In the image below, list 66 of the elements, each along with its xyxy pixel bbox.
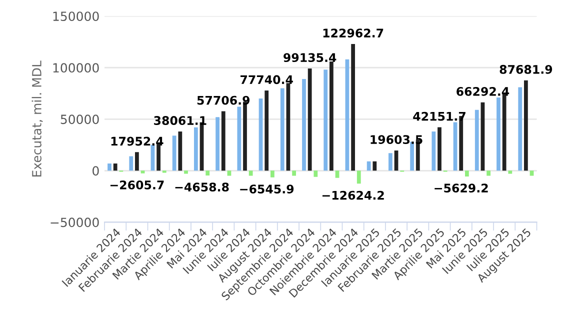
data-label: 42151.7 (413, 112, 466, 121)
bar (302, 78, 306, 171)
bar (345, 59, 350, 171)
bar (113, 163, 118, 171)
bar (324, 70, 328, 171)
y-tick-label: 50000 (60, 114, 99, 124)
bar (465, 170, 469, 176)
data-label: −5629.2 (434, 184, 488, 193)
data-label: −2605.7 (110, 180, 164, 190)
bar (314, 170, 318, 177)
data-label: 66292.4 (456, 86, 510, 96)
data-label: 87681.9 (500, 64, 552, 74)
bar (438, 127, 442, 171)
bar (129, 156, 134, 171)
bar (264, 90, 269, 171)
bar (372, 161, 377, 171)
bar (280, 88, 284, 171)
data-label: −4658.8 (175, 182, 229, 192)
bar (508, 170, 512, 174)
bar (286, 83, 290, 171)
bar (308, 68, 312, 171)
bar (351, 44, 355, 171)
bar (194, 127, 198, 171)
y-tick-label: −50000 (50, 218, 99, 228)
bar (108, 163, 112, 171)
bar (366, 161, 371, 171)
bar (140, 170, 145, 174)
bar (453, 122, 458, 171)
bar (530, 170, 534, 176)
bar (184, 170, 188, 174)
bar (216, 117, 220, 171)
bar (335, 170, 340, 178)
y-tick-label: 100000 (53, 63, 99, 73)
bar (356, 170, 361, 184)
data-label: 122962.7 (323, 28, 384, 38)
bar (227, 170, 232, 176)
bar (496, 98, 500, 171)
bar (292, 170, 296, 176)
bar (134, 152, 139, 171)
data-label: 77740.4 (240, 75, 293, 84)
bar (237, 106, 242, 171)
y-tick-label: 0 (92, 166, 99, 176)
data-label: 57706.9 (197, 96, 250, 105)
bar (258, 98, 263, 171)
bar (432, 132, 436, 171)
data-label: −6545.9 (240, 184, 294, 194)
data-label: 19603.5 (370, 135, 422, 144)
data-label: 17952.4 (111, 136, 164, 146)
data-label: 38061.1 (154, 116, 206, 125)
bar (172, 136, 176, 171)
bar (206, 170, 210, 176)
bar (221, 111, 226, 171)
bar (330, 61, 334, 171)
data-label: −12624.2 (322, 190, 384, 200)
y-axis-title: Executat, mil. MDL (32, 60, 43, 177)
y-tick-label: 150000 (53, 12, 99, 22)
bar (178, 131, 182, 171)
bar (270, 170, 274, 178)
bar (474, 110, 479, 171)
bar (486, 170, 490, 176)
bar (388, 153, 392, 171)
data-label: 99135.4 (284, 53, 336, 62)
bar (524, 80, 528, 171)
bar (480, 102, 485, 171)
bar (248, 170, 253, 176)
bar (518, 87, 522, 171)
